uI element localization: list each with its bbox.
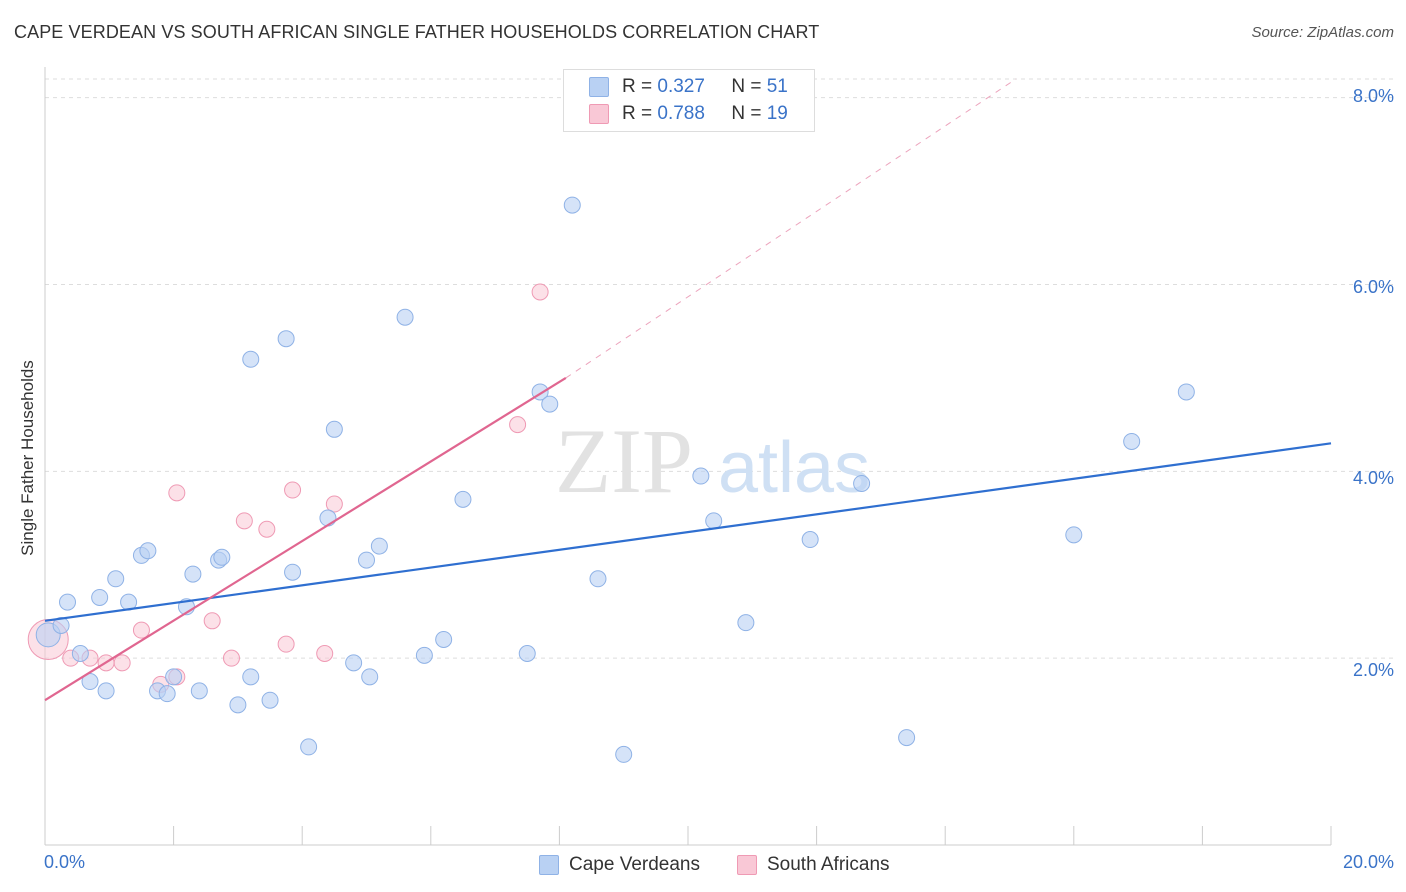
cape-verdeans-point [705, 512, 723, 530]
legend-swatch-pink [589, 104, 609, 124]
cape-verdeans-point [213, 548, 231, 566]
cape-verdeans-point [242, 350, 260, 368]
cape-verdeans-points [35, 196, 1195, 763]
cape-verdeans-point [91, 588, 109, 606]
cape-verdeans-point [415, 646, 433, 664]
south-africans-point [284, 481, 302, 499]
cape-verdeans-point [615, 745, 633, 763]
cape-verdeans-point [358, 551, 375, 569]
cape-verdeans-point [229, 696, 247, 714]
cape-verdeans-point [589, 570, 607, 588]
south-africans-point [203, 612, 221, 630]
legend-r-label: R = [622, 76, 653, 97]
legend-r-label: R = [622, 103, 653, 124]
cape-verdeans-point [261, 691, 279, 709]
cape-verdeans-point [277, 330, 295, 348]
cape-verdeans-point [898, 729, 916, 747]
cape-verdeans-point [52, 616, 70, 634]
watermark-zip: ZIP [555, 410, 693, 512]
legend-swatch-pink [737, 855, 757, 875]
cape-verdeans-point [361, 668, 379, 686]
legend-r-value: 0.327 [657, 76, 705, 97]
watermark-atlas: atlas [718, 428, 870, 508]
cape-verdeans-point [319, 509, 337, 527]
legend-label: Cape Verdeans [569, 854, 700, 875]
cape-verdeans-point [737, 614, 755, 632]
south-africans-point [113, 654, 131, 672]
cape-verdeans-point [139, 542, 157, 560]
south-africans-point [222, 649, 240, 667]
legend-n-label: N = [731, 76, 762, 97]
south-africans-point [531, 283, 549, 301]
cape-verdeans-trend-line [44, 442, 1332, 622]
south-africans-point [325, 495, 343, 513]
y-tick-label: 6.0% [1352, 277, 1394, 297]
cape-verdeans-point [1177, 383, 1195, 401]
cape-verdeans-point [801, 531, 819, 549]
south-africans-point [316, 645, 334, 662]
south-africans-point [132, 621, 150, 639]
correlation-legend: R = 0.327 N = 51 R = 0.788 N = 19 [563, 69, 815, 132]
chart-source: Source: ZipAtlas.com [1251, 24, 1394, 41]
x-tick-label: 0.0% [44, 852, 86, 872]
y-tick-label: 2.0% [1352, 660, 1394, 680]
cape-verdeans-point [59, 593, 77, 611]
cape-verdeans-point [1123, 432, 1141, 450]
cape-verdeans-point [345, 654, 363, 672]
y-axis-label: Single Father Households [18, 360, 37, 556]
cape-verdeans-point [190, 682, 208, 700]
legend-n-value: 51 [766, 76, 788, 97]
legend-item-cape-verdeans: Cape Verdeans [539, 852, 700, 878]
south-africans-point [509, 416, 527, 434]
cape-verdeans-point [165, 668, 183, 686]
south-africans-point [168, 484, 186, 502]
cape-verdeans-point [370, 537, 388, 555]
legend-label: South Africans [767, 854, 890, 875]
legend-swatch-blue [589, 77, 609, 97]
legend-r-value: 0.788 [657, 103, 705, 124]
south-africans-point [235, 512, 253, 530]
legend-item-south-africans: South Africans [737, 852, 890, 878]
cape-verdeans-point [97, 682, 115, 700]
legend-n-label: N = [731, 103, 762, 124]
x-tick-label: 20.0% [1342, 852, 1394, 872]
cape-verdeans-point [242, 668, 260, 686]
grid-lines [45, 78, 1393, 659]
watermark: ZIP atlas [555, 410, 870, 512]
cape-verdeans-point [396, 308, 414, 326]
south-africans-point [258, 520, 276, 538]
trend-lines [44, 78, 1332, 702]
cape-verdeans-point [300, 738, 318, 756]
chart-title: CAPE VERDEAN VS SOUTH AFRICAN SINGLE FAT… [14, 22, 820, 42]
legend-swatch-blue [539, 855, 559, 875]
series-legend: Cape Verdeans South Africans [0, 852, 1406, 878]
y-tick-label: 4.0% [1352, 468, 1394, 488]
cape-verdeans-point [541, 395, 559, 413]
legend-n-value: 19 [766, 103, 788, 124]
cape-verdeans-point [563, 196, 581, 214]
south-africans-trend-line [44, 376, 567, 702]
cape-verdeans-point [518, 645, 536, 662]
cape-verdeans-point [284, 563, 302, 581]
cape-verdeans-point [853, 474, 871, 492]
y-tick-label: 8.0% [1352, 86, 1394, 106]
cape-verdeans-point [1065, 526, 1083, 544]
cape-verdeans-point [107, 570, 125, 588]
cape-verdeans-point [435, 630, 453, 648]
cape-verdeans-point [692, 467, 710, 485]
cape-verdeans-point [71, 645, 89, 662]
cape-verdeans-point [325, 420, 343, 438]
cape-verdeans-point [454, 490, 472, 508]
axes [44, 67, 1332, 846]
south-africans-point [277, 635, 295, 653]
cape-verdeans-point [184, 565, 202, 583]
cape-verdeans-point [158, 685, 176, 703]
